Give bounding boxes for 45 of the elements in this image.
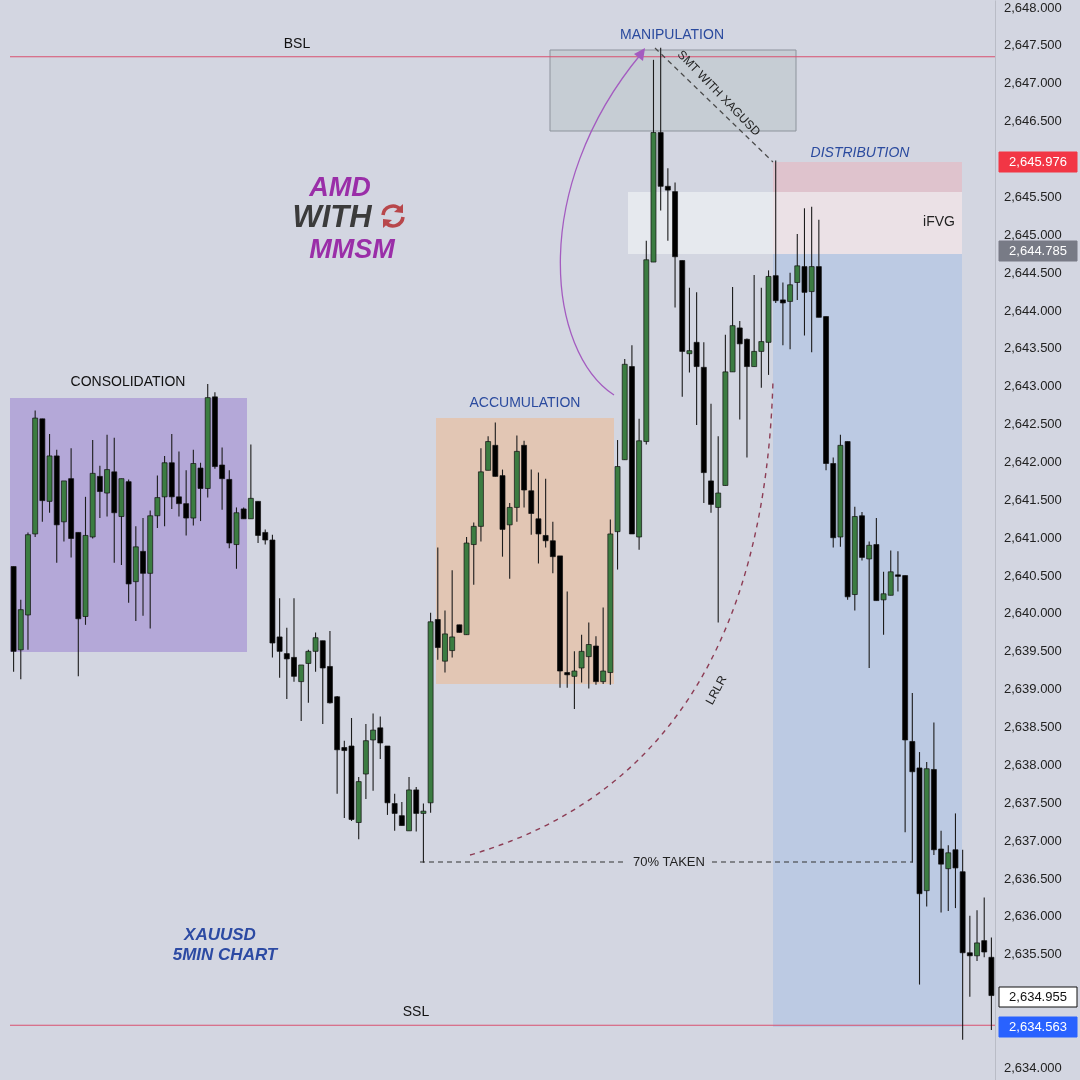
y-tick-label: 2,638.500 — [1004, 719, 1062, 735]
y-tick-label: 2,635.500 — [1004, 946, 1062, 962]
y-tick-label: 2,647.000 — [1004, 75, 1062, 91]
y-tick-label: 2,634.000 — [1004, 1059, 1062, 1075]
y-tick-label: 2,648.000 — [1004, 0, 1062, 15]
annotation: WITH — [292, 199, 373, 234]
y-tick-label: 2,644.500 — [1004, 264, 1062, 280]
annotation: 70% TAKEN — [633, 854, 705, 869]
y-tick-label: 2,646.500 — [1004, 113, 1062, 129]
y-tick-label: 2,645.000 — [1004, 226, 1062, 242]
annotation: MANIPULATION — [620, 26, 724, 42]
y-tick-label: 2,645.500 — [1004, 188, 1062, 204]
annotation: XAUUSD — [183, 925, 256, 944]
ref-line-label: SSL — [402, 1003, 430, 1020]
ref-line-label: BSL — [283, 34, 311, 51]
y-tick-label: 2,640.000 — [1004, 605, 1062, 621]
annotation: ACCUMULATION — [469, 394, 581, 410]
y-tick-label: 2,641.000 — [1004, 529, 1062, 545]
y-tick-label: 2,640.500 — [1004, 567, 1062, 583]
y-tick-label: 2,642.500 — [1004, 416, 1062, 432]
y-tick-label: 2,636.000 — [1004, 908, 1062, 924]
y-tick-label: 2,643.000 — [1004, 378, 1062, 394]
y-tick-label: 2,636.500 — [1004, 870, 1062, 886]
y-tick-label: 2,644.000 — [1004, 302, 1062, 318]
annotation: DISTRIBUTION — [810, 144, 911, 160]
y-tick-label: 2,638.000 — [1004, 756, 1062, 772]
annotation: 5MIN CHART — [172, 945, 279, 964]
text: 2,634.563 — [1009, 1019, 1067, 1034]
text: 2,644.785 — [1009, 243, 1067, 258]
y-tick-label: 2,637.500 — [1004, 794, 1062, 810]
y-tick-label: 2,642.000 — [1004, 453, 1062, 469]
annotation: AMD — [308, 172, 371, 202]
y-tick-label: 2,647.500 — [1004, 37, 1062, 53]
y-tick-label: 2,639.500 — [1004, 643, 1062, 659]
annotation: iFVG — [923, 213, 955, 229]
y-tick-label: 2,637.000 — [1004, 832, 1062, 848]
annotation: MMSM — [309, 234, 396, 264]
text: 2,645.976 — [1009, 154, 1067, 169]
y-tick-label: 2,639.000 — [1004, 681, 1062, 697]
y-tick-label: 2,641.500 — [1004, 491, 1062, 507]
candlestick — [391, 793, 398, 832]
text: 2,634.955 — [1009, 989, 1067, 1004]
candlestick — [535, 472, 542, 565]
y-tick-label: 2,643.500 — [1004, 340, 1062, 356]
annotation: CONSOLIDATION — [70, 373, 186, 389]
